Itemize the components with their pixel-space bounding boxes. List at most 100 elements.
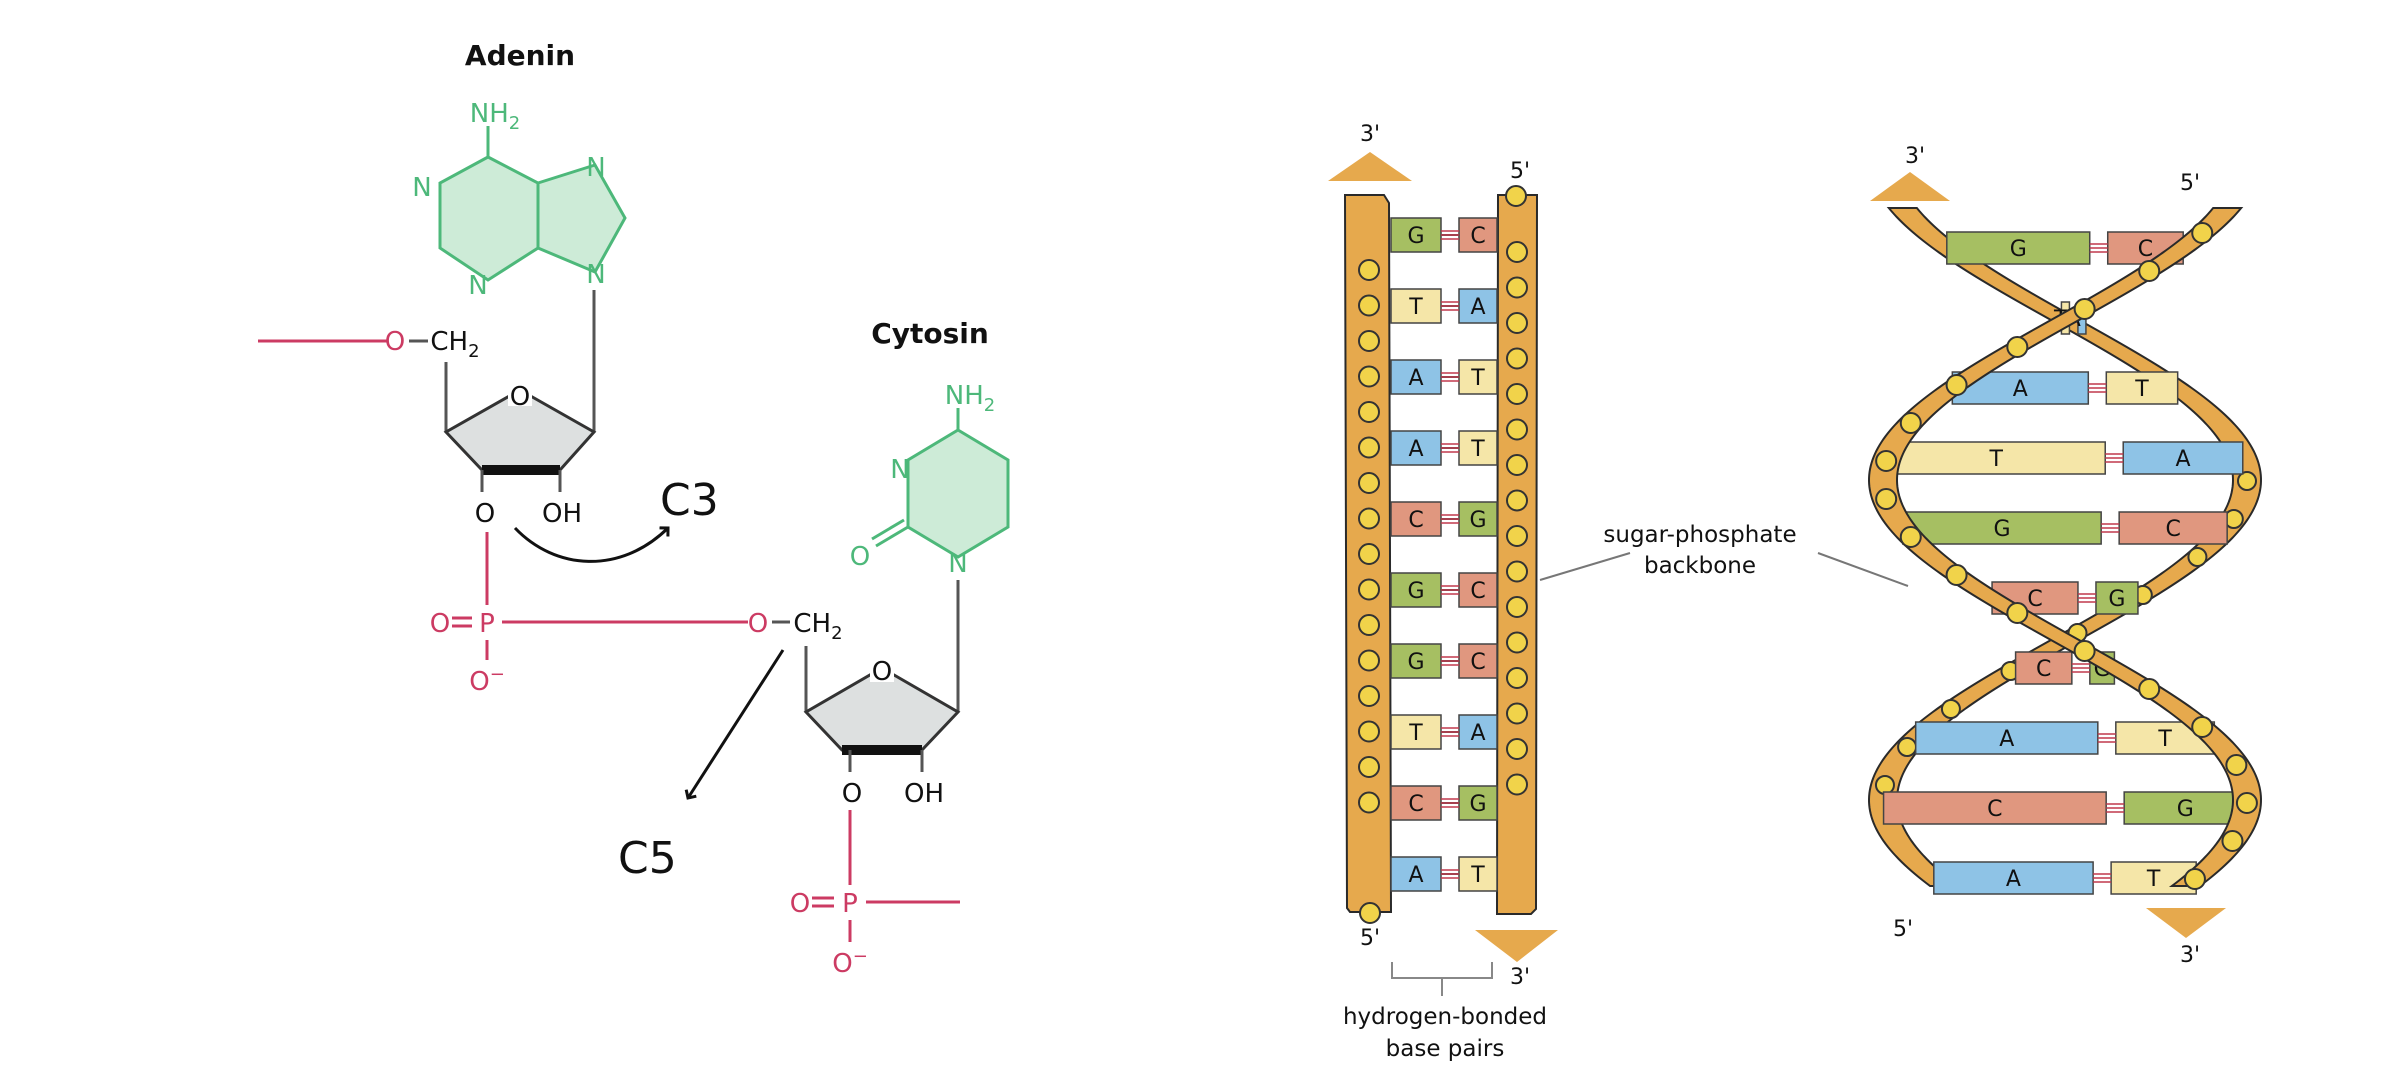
adenine-five-ring (536, 163, 627, 274)
ring-o-1: O (510, 382, 530, 412)
helix-base-left-label: T (1988, 447, 2003, 472)
ladder-left-node (1358, 720, 1380, 743)
ladder-base-left-label: T (1408, 295, 1423, 320)
ladder-left-node (1358, 685, 1380, 707)
ladder-left-node (1358, 649, 1380, 672)
adenine-base: NH2 N N N N (412, 99, 627, 301)
helix-node (1875, 450, 1898, 472)
helix-base-right-label: T (2146, 867, 2161, 892)
c3-arrow (513, 528, 668, 563)
o-minus-2: O− (832, 946, 868, 979)
helix-node (2183, 868, 2206, 890)
ladder-right-node (1506, 631, 1528, 654)
ladder-base-right-label: T (1470, 437, 1485, 462)
ch2-1: CH2 (430, 327, 479, 362)
c3-annotation: C3 (660, 475, 719, 526)
ladder-base-right-label: G (1469, 792, 1486, 817)
ladder-base-left-label: G (1407, 224, 1424, 249)
ladder-left-node (1358, 578, 1380, 601)
cytosine-n3: N (890, 455, 909, 485)
helix-base-right-label: G (2108, 587, 2125, 612)
ladder-right-node (1506, 702, 1528, 725)
backbone-label-line2: backbone (1644, 553, 1756, 579)
ladder-base-right-label: C (1470, 579, 1485, 604)
helix-node (1945, 374, 1968, 396)
base-pair-bracket (1391, 962, 1493, 979)
ladder-left-node (1358, 365, 1380, 388)
helix-bottom-right-arrow (2146, 908, 2226, 938)
ladder-left-node (1358, 294, 1380, 317)
ladder-right-node (1506, 596, 1528, 618)
backbone-pointer-right (1817, 552, 1909, 587)
cytosine-ring (906, 428, 1010, 559)
ladder-base-right-label: A (1470, 721, 1485, 746)
base-pair-label-line2: base pairs (1386, 1036, 1505, 1062)
ladder-base-left (1390, 217, 1442, 253)
cytosine-base: NH2 N N O (850, 381, 1010, 579)
ladder-base-right-label: T (1470, 863, 1485, 888)
p-2: P (842, 889, 858, 919)
helix-node (2138, 678, 2161, 700)
ladder-base-right (1458, 501, 1498, 537)
ring-o-2: O (872, 657, 892, 687)
ladder-right-node (1506, 489, 1528, 512)
ladder-base-left-label: A (1408, 366, 1423, 391)
adenine-n7: N (586, 153, 605, 183)
helix-base-left-label: A (1999, 727, 2014, 752)
helix-base-left-label: A (2006, 867, 2021, 892)
o-double-1: O (430, 609, 450, 639)
ladder-base-left (1390, 714, 1442, 750)
helix-node (2073, 640, 2096, 662)
helix-base-left (1933, 861, 2094, 895)
helix-base-left (1902, 511, 2102, 545)
adenine-n3: N (468, 271, 487, 301)
nucleotide-chain: Adenin NH2 N N N N O CH2 O O (258, 39, 1010, 979)
ladder-bottom-right-end: 3' (1510, 965, 1530, 990)
helix-node (1875, 488, 1898, 510)
ladder-base-right-label: G (1469, 508, 1486, 533)
ladder-base-right-label: A (1470, 295, 1485, 320)
phosphate-2: O P O− (790, 810, 960, 979)
helix-base-right (2122, 441, 2244, 475)
ladder-base-left (1390, 572, 1442, 608)
helix-node (2187, 547, 2208, 567)
helix-node (1897, 737, 1918, 757)
ladder-base-right (1458, 288, 1498, 324)
ladder-right-node (1506, 241, 1528, 263)
ladder-top-left-end: 3' (1360, 122, 1380, 147)
ladder-base-left (1390, 785, 1442, 821)
helix-front-strand (1868, 207, 2262, 890)
helix-node (2235, 792, 2258, 814)
ladder-base-left-label: G (1407, 650, 1424, 675)
ladder-phosphate-nodes (1358, 241, 1528, 814)
helix-node (2006, 336, 2029, 358)
carbonyl-bond-b (871, 518, 905, 541)
helix-top-left-end: 3' (1905, 144, 1925, 169)
ladder-left-node (1358, 791, 1380, 814)
helix-node (2221, 830, 2244, 852)
ladder-left-node (1358, 436, 1380, 459)
helix-node (2138, 260, 2161, 282)
helix-node (2006, 602, 2029, 624)
cytosine-n1: N (948, 549, 967, 579)
base-pair-label-line1: hydrogen-bonded (1343, 1004, 1547, 1030)
ch2-2: CH2 (793, 609, 842, 644)
helix-base-right-label: T (2134, 377, 2149, 402)
adenine-six-ring (438, 155, 540, 282)
helix-bottom-right-end: 3' (2180, 943, 2200, 968)
o-bridge: O (748, 609, 768, 639)
cytosine-title: Cytosin (871, 317, 989, 350)
